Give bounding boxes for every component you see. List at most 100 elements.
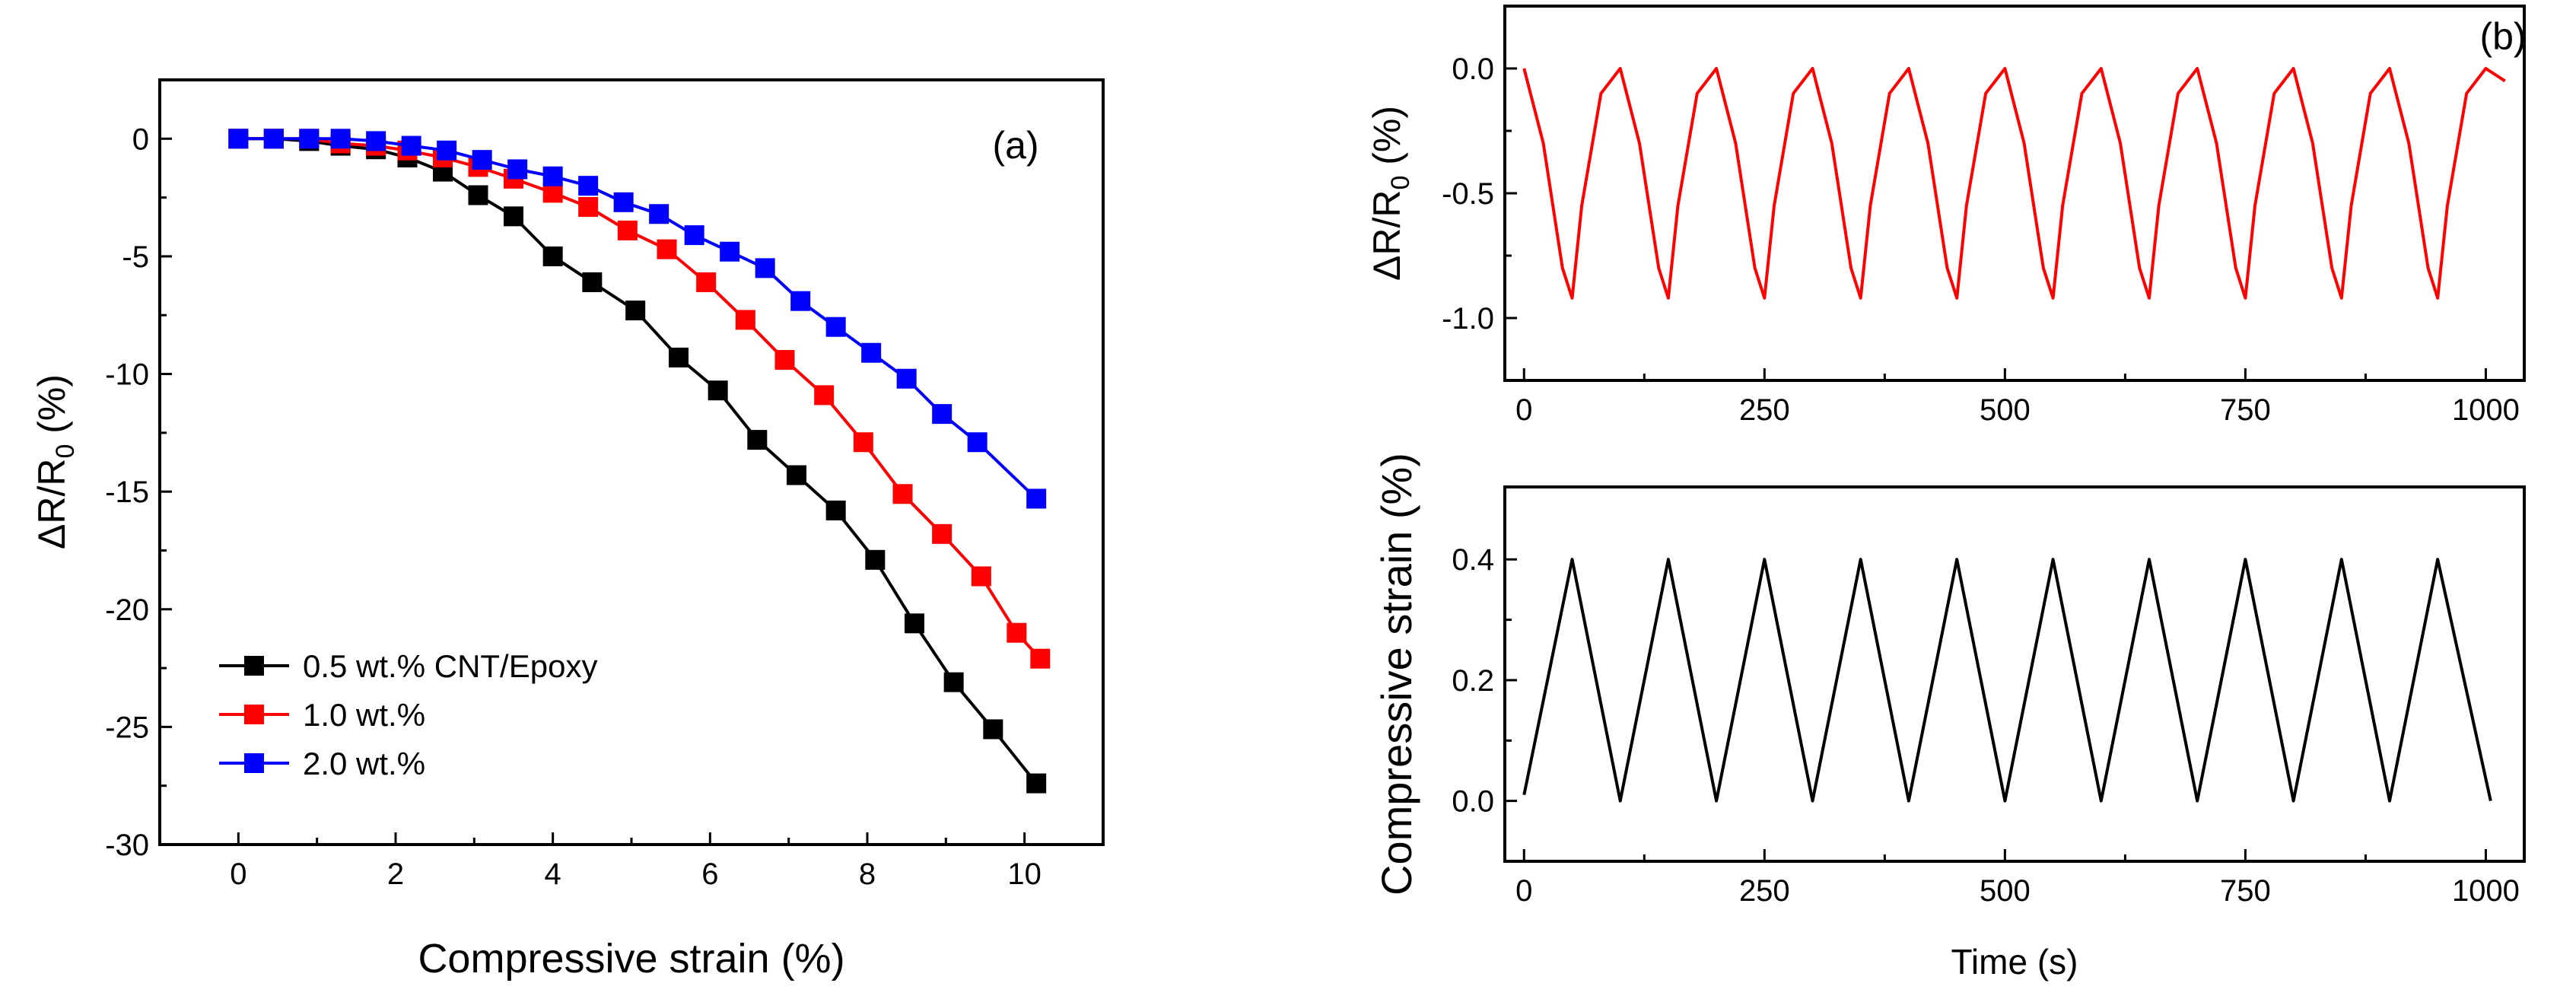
legend-a: 0.5 wt.% CNT/Epoxy 1.0 wt.% 2.0 wt.% xyxy=(219,648,597,781)
y-axis-title-b-main: ΔR/R xyxy=(1366,190,1408,282)
data-point-a-2-5 xyxy=(401,135,421,156)
data-point-a-2-2 xyxy=(299,129,320,149)
y-axis-title-b: ΔR/R0 (%) xyxy=(1366,106,1415,281)
data-point-a-0-10 xyxy=(582,272,603,292)
legend-marker-2 xyxy=(244,753,264,773)
y-axis-title-b-sub: 0 xyxy=(1386,176,1415,190)
y-tick-label-a-0: 0 xyxy=(132,122,149,156)
data-point-a-0-15 xyxy=(787,465,806,485)
data-point-a-0-20 xyxy=(983,719,1003,740)
data-point-a-2-15 xyxy=(755,258,775,278)
x-tick-label-c-2: 500 xyxy=(1980,874,2031,908)
y-tick-label-a-2: -10 xyxy=(105,358,149,392)
y-tick-label-a-4: -20 xyxy=(105,593,149,627)
data-point-a-1-21 xyxy=(1007,622,1027,643)
panel-label-a: (a) xyxy=(992,124,1038,167)
axes-b: 0 250 500 750 1000 0.0 -0.5 -1.0 xyxy=(1442,52,2520,427)
data-point-a-2-13 xyxy=(684,225,704,246)
data-point-a-2-21 xyxy=(967,432,987,453)
series-line-a-1 xyxy=(238,137,1042,660)
x-tick-label-a-2: 4 xyxy=(545,857,561,891)
y-axis-title-b-tail: (%) xyxy=(1366,106,1408,176)
data-point-a-0-8 xyxy=(504,206,523,227)
plot-frame-b xyxy=(1503,5,2526,382)
series-b xyxy=(1522,67,2506,300)
data-point-a-1-12 xyxy=(657,239,677,259)
x-tick-label-b-4: 1000 xyxy=(2452,393,2520,427)
y-tick-label-b-1: -0.5 xyxy=(1442,177,1494,211)
y-tick-label-b-0: 0.0 xyxy=(1452,52,1494,86)
data-point-a-2-1 xyxy=(263,129,284,149)
data-point-a-1-13 xyxy=(696,272,717,292)
y-tick-label-c-2: 0.4 xyxy=(1452,543,1494,577)
data-point-a-0-16 xyxy=(825,500,846,520)
x-tick-label-a-1: 2 xyxy=(387,857,404,891)
data-point-a-1-16 xyxy=(814,385,835,406)
legend-label-1: 1.0 wt.% xyxy=(303,697,425,733)
series-a xyxy=(228,129,1051,794)
x-tick-label-c-1: 250 xyxy=(1739,874,1790,908)
data-point-a-1-17 xyxy=(853,432,873,453)
y-axis-title-a: ΔR/R0 (%) xyxy=(30,374,80,549)
data-point-a-0-14 xyxy=(747,430,768,450)
data-point-a-1-11 xyxy=(617,220,638,240)
data-point-a-2-17 xyxy=(825,317,846,337)
x-tick-label-c-4: 1000 xyxy=(2452,874,2520,908)
data-point-a-2-4 xyxy=(366,131,386,151)
data-point-a-2-22 xyxy=(1026,488,1047,509)
x-tick-label-c-0: 0 xyxy=(1515,874,1532,908)
legend-label-0: 0.5 wt.% CNT/Epoxy xyxy=(303,648,597,684)
data-point-a-2-7 xyxy=(472,150,492,170)
data-point-a-0-21 xyxy=(1026,773,1047,794)
x-tick-label-b-0: 0 xyxy=(1515,393,1532,427)
data-point-a-2-9 xyxy=(542,166,563,186)
data-point-a-0-19 xyxy=(943,672,964,692)
series-line-a-0 xyxy=(238,137,1038,784)
y-tick-label-a-6: -30 xyxy=(105,829,149,862)
legend-marker-0 xyxy=(244,656,264,676)
data-point-a-2-3 xyxy=(330,129,351,149)
x-tick-label-a-5: 10 xyxy=(1007,857,1042,891)
panel-label-b: (b) xyxy=(2479,15,2526,58)
y-axis-title-a-tail: (%) xyxy=(30,374,73,444)
axes-c: 0 250 500 750 1000 0.0 0.2 0.4 xyxy=(1452,543,2520,908)
data-point-a-0-18 xyxy=(905,613,924,634)
x-tick-label-b-3: 750 xyxy=(2220,393,2271,427)
data-point-a-2-16 xyxy=(790,291,811,311)
y-axis-title-c: Compressive strain (%) xyxy=(1372,453,1420,896)
data-point-a-0-9 xyxy=(542,246,563,266)
series-c xyxy=(1522,558,2492,803)
data-point-a-1-14 xyxy=(735,310,755,330)
data-point-a-1-19 xyxy=(932,523,952,544)
legend-marker-1 xyxy=(244,705,264,724)
data-point-a-0-11 xyxy=(625,301,646,321)
data-point-a-1-15 xyxy=(774,349,795,370)
y-tick-label-a-5: -25 xyxy=(105,711,149,744)
series-line-b-0 xyxy=(1522,67,2506,300)
x-tick-label-a-0: 0 xyxy=(230,857,246,891)
y-tick-label-a-3: -15 xyxy=(105,476,149,509)
x-tick-label-a-3: 6 xyxy=(701,857,718,891)
y-tick-label-a-1: -5 xyxy=(122,240,149,274)
y-axis-title-a-sub: 0 xyxy=(51,444,80,459)
chart-panel-a: 0 2 4 6 8 10 0 -5 -10 -15 -20 -25 -30 (a) Compressiv… xyxy=(30,78,1105,982)
data-point-a-2-0 xyxy=(228,129,249,149)
data-point-a-0-17 xyxy=(865,549,886,570)
x-axis-title-c: Time (s) xyxy=(1951,942,2078,982)
data-point-a-1-10 xyxy=(578,196,599,217)
data-point-a-1-22 xyxy=(1030,648,1051,669)
data-point-a-2-20 xyxy=(932,404,952,425)
x-tick-label-a-4: 8 xyxy=(859,857,876,891)
data-point-a-2-6 xyxy=(437,140,457,161)
data-point-a-2-10 xyxy=(578,176,599,196)
legend-label-2: 2.0 wt.% xyxy=(303,746,425,781)
data-point-a-0-12 xyxy=(669,347,689,367)
data-point-a-0-13 xyxy=(708,380,728,401)
y-axis-title-a-main: ΔR/R xyxy=(30,459,73,550)
x-tick-label-c-3: 750 xyxy=(2220,874,2271,908)
data-point-a-1-18 xyxy=(892,484,913,504)
data-point-a-2-8 xyxy=(507,159,528,180)
chart-panel-b-strain: 0 250 500 750 1000 0.0 0.2 0.4 Time (s) Compres… xyxy=(1372,453,2526,982)
x-axis-title-a: Compressive strain (%) xyxy=(418,936,844,982)
